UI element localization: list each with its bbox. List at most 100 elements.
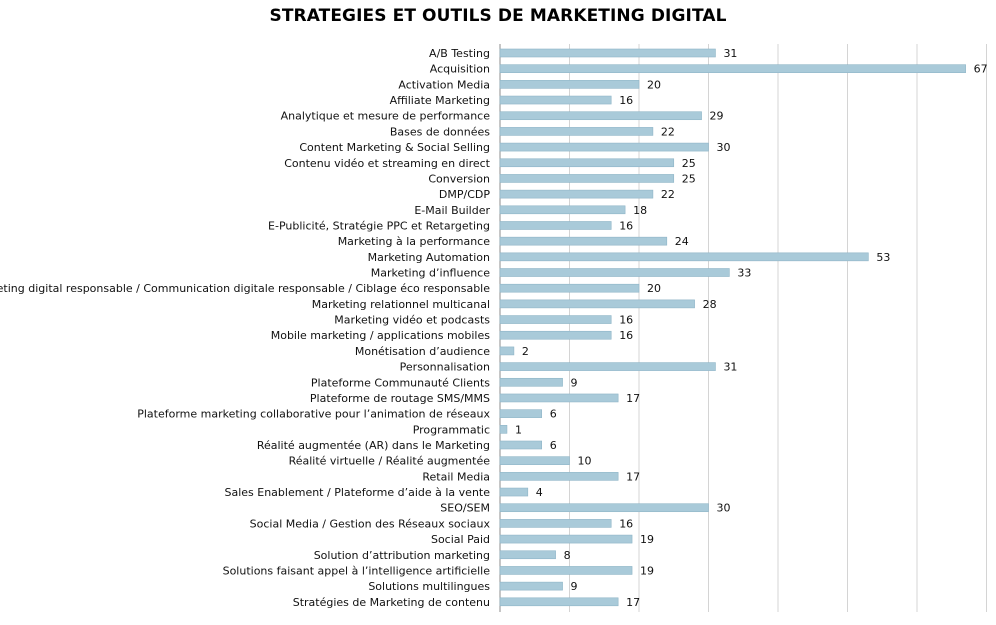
- data-label: 18: [633, 204, 647, 217]
- category-label: Marketing relationnel multicanal: [312, 298, 490, 311]
- data-label: 20: [647, 78, 661, 91]
- data-label: 8: [564, 549, 571, 562]
- bar: [499, 519, 612, 528]
- data-label: 31: [723, 361, 737, 374]
- data-label: 2: [522, 345, 529, 358]
- data-label: 17: [626, 392, 640, 405]
- category-label: E-Publicité, Stratégie PPC et Retargetin…: [268, 219, 490, 232]
- category-label: Programmatic: [413, 423, 490, 436]
- bar: [499, 487, 529, 497]
- category-label: Plateforme de routage SMS/MMS: [310, 392, 490, 405]
- bar: [499, 111, 702, 121]
- bar: [499, 315, 612, 324]
- data-label: 19: [640, 533, 654, 546]
- category-label: Bases de données: [390, 125, 490, 138]
- data-label: 4: [536, 486, 543, 499]
- bar: [499, 189, 654, 199]
- bar: [499, 472, 619, 481]
- bar: [499, 597, 619, 607]
- category-label: SEO/SEM: [440, 502, 490, 515]
- bar: [499, 566, 633, 575]
- data-label: 20: [647, 282, 661, 295]
- category-label: Plateforme marketing collaborative pour …: [137, 408, 490, 421]
- category-label: E-Mail Builder: [414, 204, 490, 217]
- bar: [499, 127, 654, 136]
- data-label: 25: [682, 172, 696, 185]
- bar: [499, 503, 709, 513]
- category-label: Analytique et mesure de performance: [281, 110, 491, 123]
- data-label: 22: [661, 125, 675, 138]
- category-label: Acquisition: [430, 63, 490, 76]
- category-label: Personnalisation: [400, 361, 490, 374]
- data-label: 67: [974, 63, 988, 76]
- category-label: Marketing Automation: [368, 251, 490, 264]
- data-label: 24: [675, 235, 689, 248]
- category-label: Solutions faisant appel à l’intelligence…: [223, 564, 491, 577]
- category-label: Content Marketing & Social Selling: [299, 141, 490, 154]
- category-label: A/B Testing: [429, 47, 490, 60]
- data-label: 30: [717, 141, 731, 154]
- category-label: Plateforme Communauté Clients: [311, 376, 490, 389]
- category-label: Affiliate Marketing: [390, 94, 490, 107]
- data-label: 16: [619, 314, 633, 327]
- bar: [499, 64, 966, 73]
- bar: [499, 440, 543, 450]
- data-label: 16: [619, 219, 633, 232]
- data-label: 9: [571, 580, 578, 593]
- category-label: Social Media / Gestion des Réseaux socia…: [250, 517, 491, 530]
- category-label: Conversion: [428, 172, 490, 185]
- data-label: 29: [710, 110, 724, 123]
- bar: [499, 236, 668, 246]
- data-label: 6: [550, 408, 557, 421]
- data-label: 9: [571, 376, 578, 389]
- category-label: Monétisation d’audience: [355, 345, 490, 358]
- data-label: 30: [717, 502, 731, 515]
- data-label: 10: [578, 455, 592, 468]
- category-label: Stratégies de Marketing de contenu: [293, 596, 490, 609]
- data-label: 22: [661, 188, 675, 201]
- bar: [499, 425, 508, 434]
- bar: [499, 174, 675, 183]
- bar: [499, 80, 640, 89]
- bar: [499, 456, 570, 465]
- category-label: Marketing à la performance: [338, 235, 491, 248]
- bar: [499, 393, 619, 403]
- bar: [499, 534, 633, 544]
- chart-title: STRATEGIES ET OUTILS DE MARKETING DIGITA…: [269, 6, 727, 26]
- bar: [499, 48, 716, 58]
- data-label: 19: [640, 564, 654, 577]
- bar: [499, 377, 563, 387]
- data-label: 1: [515, 423, 522, 436]
- data-label: 16: [619, 94, 633, 107]
- category-label: DMP/CDP: [439, 188, 490, 201]
- category-label: Retail Media: [422, 470, 490, 483]
- category-label: Mobile marketing / applications mobiles: [271, 329, 491, 342]
- bar: [499, 252, 869, 262]
- bar: [499, 268, 730, 277]
- bar: [499, 142, 709, 152]
- data-label: 16: [619, 517, 633, 530]
- bar: [499, 346, 515, 356]
- category-label: Marketing vidéo et podcasts: [334, 314, 490, 327]
- category-label: Sales Enablement / Plateforme d’aide à l…: [224, 486, 490, 499]
- data-label: 31: [723, 47, 737, 60]
- category-label: Contenu vidéo et streaming en direct: [284, 157, 490, 170]
- bar: [499, 205, 626, 215]
- bar: [499, 550, 556, 560]
- bar: [499, 299, 695, 309]
- data-label: 16: [619, 329, 633, 342]
- data-label: 53: [876, 251, 890, 264]
- bar: [499, 409, 543, 418]
- data-label: 33: [737, 267, 751, 280]
- category-label: Réalité virtuelle / Réalité augmentée: [289, 455, 491, 468]
- bar: [499, 221, 612, 230]
- bar: [499, 95, 612, 105]
- data-label: 25: [682, 157, 696, 170]
- category-label: Marketing digital responsable / Communic…: [0, 282, 490, 295]
- data-label: 17: [626, 596, 640, 609]
- bar: [499, 158, 675, 168]
- category-label: Réalité augmentée (AR) dans le Marketing: [257, 439, 490, 452]
- category-label: Marketing d’influence: [371, 267, 491, 280]
- data-label: 6: [550, 439, 557, 452]
